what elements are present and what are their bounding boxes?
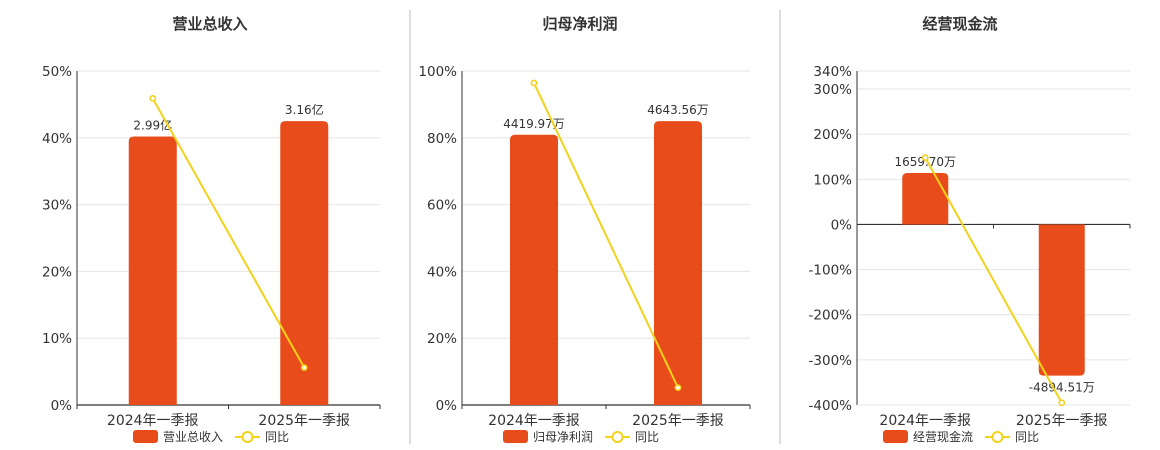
legend-line-label: 同比 bbox=[635, 430, 659, 444]
legend-line-marker bbox=[611, 431, 624, 443]
legend-line-marker bbox=[241, 431, 254, 443]
yoy-point bbox=[530, 79, 538, 87]
y-tick-label: 20% bbox=[42, 264, 72, 280]
x-tick-label: 2024年一季报 bbox=[107, 413, 199, 429]
yoy-line bbox=[924, 157, 1063, 404]
bar bbox=[654, 121, 702, 405]
y-tick-label: 80% bbox=[427, 131, 457, 147]
chart-panel-2: 归母净利润 0% 20% 40% 60% 80% 100% 4419.97万 4643.56万 2… bbox=[418, 15, 751, 444]
y-tick-label: 50% bbox=[42, 64, 72, 80]
x-tick-label: 2025年一季报 bbox=[632, 413, 724, 429]
yoy-line bbox=[533, 82, 679, 389]
bar bbox=[1038, 224, 1085, 376]
bar bbox=[510, 134, 558, 405]
y-tick-label: 100% bbox=[813, 172, 852, 188]
bar-label: 4419.97万 bbox=[503, 117, 565, 131]
chart-panel-1: 营业总收入 0% 10% 20% 30% 40% 50% 2.99亿 3.16亿 2024年一季报… bbox=[42, 15, 381, 444]
chart-panel-3: 经营现金流 -400% -300% -200% -100% 0% 100% 200% 300% 3… bbox=[809, 15, 1131, 444]
bar bbox=[902, 173, 949, 225]
legend-bar-swatch bbox=[883, 430, 908, 443]
y-tick-label: 60% bbox=[427, 198, 457, 214]
x-tick-label: 2025年一季报 bbox=[258, 413, 350, 429]
legend-line-marker bbox=[991, 431, 1004, 443]
chart-title: 经营现金流 bbox=[922, 15, 997, 33]
y-tick-label: 340% bbox=[813, 64, 852, 80]
legend-bar-swatch bbox=[133, 430, 158, 443]
bar-label: -4894.51万 bbox=[1029, 381, 1095, 395]
bar bbox=[128, 136, 177, 406]
y-tick-label: 10% bbox=[42, 331, 72, 347]
chart-title: 营业总收入 bbox=[172, 15, 247, 33]
y-tick-label: -100% bbox=[809, 263, 853, 279]
yoy-point bbox=[921, 154, 929, 162]
legend-bar-label: 营业总收入 bbox=[163, 430, 223, 444]
yoy-point bbox=[300, 364, 308, 371]
y-tick-label: -200% bbox=[809, 308, 853, 324]
y-tick-label: 40% bbox=[427, 264, 457, 280]
legend-bar-label: 归母净利润 bbox=[533, 430, 593, 444]
bar-label: 4643.56万 bbox=[647, 103, 709, 117]
chart-title: 归母净利润 bbox=[542, 15, 617, 33]
bar-label: 2.99亿 bbox=[133, 117, 172, 132]
y-tick-label: -400% bbox=[809, 398, 853, 414]
x-tick-label: 2024年一季报 bbox=[879, 413, 971, 429]
y-tick-label: 0% bbox=[51, 398, 73, 414]
legend-bar-label: 经营现金流 bbox=[913, 429, 973, 444]
y-tick-label: -300% bbox=[809, 353, 853, 369]
bar bbox=[280, 121, 329, 405]
y-tick-label: 300% bbox=[813, 82, 852, 98]
x-tick-label: 2024年一季报 bbox=[488, 413, 580, 429]
bar-label: 3.16亿 bbox=[285, 102, 324, 117]
y-tick-label: 100% bbox=[418, 64, 457, 80]
bar-label: 1659.70万 bbox=[894, 155, 956, 169]
legend-line-label: 同比 bbox=[265, 430, 289, 444]
y-tick-label: 40% bbox=[42, 131, 72, 147]
legend-bar-swatch bbox=[503, 430, 528, 443]
y-tick-label: 0% bbox=[436, 398, 458, 414]
yoy-line bbox=[151, 97, 306, 369]
y-tick-label: 20% bbox=[427, 331, 457, 347]
yoy-point bbox=[674, 384, 682, 392]
y-tick-label: 30% bbox=[42, 198, 72, 214]
y-tick-label: 0% bbox=[831, 217, 853, 233]
yoy-point bbox=[149, 94, 157, 102]
legend-line-label: 同比 bbox=[1015, 430, 1039, 444]
y-tick-label: 200% bbox=[813, 127, 852, 143]
yoy-point bbox=[1058, 399, 1066, 407]
x-tick-label: 2025年一季报 bbox=[1016, 413, 1108, 429]
